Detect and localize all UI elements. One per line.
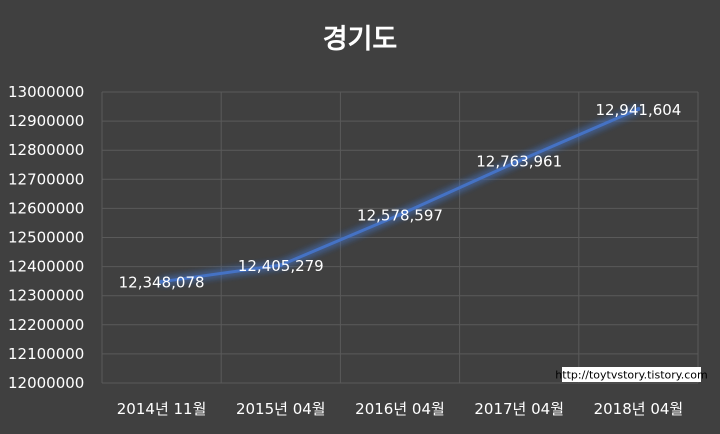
data-point [159,279,164,284]
data-point [517,158,522,163]
x-tick-label: 2014년 11월 [117,400,207,418]
data-labels: 12,348,078 12,405,279 12,578,597 12,763,961… [119,101,682,292]
watermark-text: http://toytvstory.tistory.com [555,369,707,382]
data-label: 12,348,078 [119,274,205,292]
x-tick-label: 2018년 04월 [594,400,684,418]
data-points [159,106,641,284]
y-tick-label: 12400000 [8,258,84,276]
data-point [398,212,402,217]
y-tick-label: 12300000 [8,287,84,305]
watermark-background [562,367,701,382]
y-tick-label: 12900000 [8,112,84,130]
data-point [278,263,283,268]
x-tick-label: 2015년 04월 [236,400,326,418]
data-point [636,106,641,111]
watermark-group: http://toytvstory.tistory.com [555,367,708,382]
gridlines [101,91,699,384]
data-label: 12,578,597 [357,207,443,225]
y-tick-label: 12000000 [8,374,84,392]
series-line [160,107,640,284]
data-label: 12,763,961 [476,153,562,171]
y-tick-label: 12700000 [8,170,84,188]
y-tick-label: 12800000 [8,141,84,159]
x-tick-label: 2016년 04월 [355,400,445,418]
chart-title: 경기도 [323,24,398,55]
y-axis-ticks: 12000000 12100000 12200000 12300000 12400000… [8,83,84,392]
y-tick-label: 12100000 [8,345,84,363]
y-tick-label: 12200000 [8,316,84,334]
y-tick-label: 12500000 [8,229,84,247]
y-tick-label: 13000000 [8,83,84,101]
data-label: 12,405,279 [238,257,324,275]
x-tick-label: 2017년 04월 [474,400,564,418]
y-tick-label: 12600000 [8,199,84,217]
x-axis-ticks: 2014년 11월 2015년 04월 2016년 04월 2017년 04월 2018… [117,400,683,418]
data-label: 12,941,604 [595,101,681,119]
